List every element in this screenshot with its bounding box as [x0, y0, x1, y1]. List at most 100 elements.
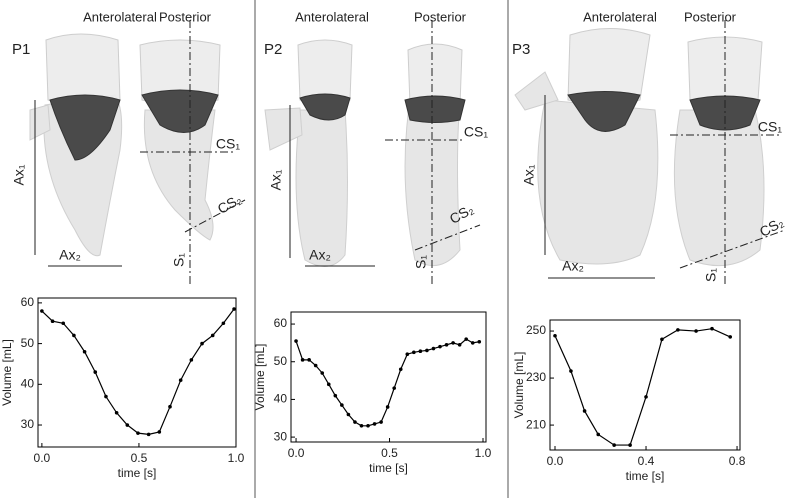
data-point — [136, 431, 140, 435]
y-axis-label: Volume [mL] — [512, 352, 526, 419]
annotation: Ax₁ — [521, 164, 537, 185]
annotation: S₁ — [703, 268, 719, 282]
data-point — [405, 352, 410, 357]
data-point — [569, 369, 573, 373]
view-label: Posterior — [414, 9, 467, 24]
data-point — [232, 307, 236, 311]
plot-frame — [37, 297, 237, 448]
y-tick-label: 40 — [21, 376, 35, 390]
data-point — [470, 341, 475, 345]
annotation: Ax₁ — [11, 164, 27, 185]
data-point — [300, 358, 305, 362]
x-tick-label: 1.0 — [228, 451, 245, 465]
annotation: CS₁ — [464, 124, 488, 140]
data-point — [313, 363, 318, 368]
data-point — [340, 403, 344, 407]
annotation: Ax₂ — [562, 258, 584, 274]
y-tick-label: 60 — [21, 295, 35, 309]
y-tick-label: 50 — [21, 336, 35, 350]
data-point — [398, 367, 403, 372]
annotation: CS₁ — [758, 119, 782, 135]
data-point — [200, 341, 204, 346]
y-axis-label: Volume [mL] — [0, 339, 14, 406]
data-point — [451, 341, 455, 345]
data-point — [50, 319, 55, 324]
annotation: S₁ — [413, 255, 429, 269]
y-tick-label: 230 — [526, 370, 546, 384]
data-point — [676, 328, 680, 332]
data-point — [178, 378, 183, 383]
view-label: Posterior — [684, 9, 737, 24]
data-point — [660, 337, 664, 342]
data-point — [464, 337, 468, 341]
data-point — [444, 342, 449, 347]
render-p1 — [29, 20, 246, 285]
data-point — [72, 333, 76, 338]
data-point — [114, 411, 119, 415]
data-point — [157, 430, 162, 434]
panel-label: P2 — [264, 41, 282, 58]
data-point — [346, 412, 351, 417]
data-point — [168, 404, 172, 409]
x-tick-label: 1.0 — [475, 446, 492, 460]
volume-line — [41, 308, 235, 435]
y-tick-label: 40 — [274, 392, 288, 406]
data-point — [477, 339, 482, 344]
y-tick-label: 30 — [21, 417, 35, 431]
data-point — [125, 423, 130, 427]
x-axis-label: time [s] — [626, 469, 665, 483]
data-point — [728, 335, 733, 339]
annotation: Ax₁ — [268, 169, 284, 190]
annotation: CS₂ — [215, 191, 245, 217]
volume-line — [554, 328, 731, 446]
data-point — [307, 358, 311, 362]
data-point — [710, 326, 714, 331]
x-axis-label: time [s] — [118, 466, 157, 480]
x-axis-label: time [s] — [369, 461, 408, 475]
render-p3 — [514, 20, 786, 285]
data-point — [438, 344, 442, 349]
data-point — [146, 432, 151, 437]
panel-label: P1 — [12, 41, 30, 58]
y-axis-label: Volume [mL] — [253, 344, 267, 411]
y-tick-label: 50 — [274, 354, 288, 368]
y-tick-label: 60 — [274, 316, 288, 330]
annotation: Ax₂ — [59, 247, 81, 263]
annotation: Ax₂ — [309, 247, 331, 263]
data-point — [425, 348, 429, 353]
data-point — [582, 409, 587, 413]
data-point — [385, 405, 390, 409]
data-point — [221, 321, 226, 326]
data-point — [82, 349, 87, 354]
volume-line — [295, 338, 480, 427]
data-point — [418, 349, 423, 353]
y-tick-label: 210 — [526, 417, 546, 431]
x-tick-label: 0.0 — [547, 454, 564, 468]
data-point — [644, 395, 648, 399]
data-point — [392, 386, 397, 390]
x-tick-label: 0.5 — [381, 446, 398, 460]
data-point — [366, 423, 370, 428]
view-label: Anterolateral — [83, 9, 157, 24]
data-point — [333, 393, 338, 398]
data-point — [372, 422, 377, 426]
data-point — [457, 342, 462, 347]
data-point — [326, 382, 331, 387]
panel-label: P3 — [512, 41, 530, 58]
view-label: Anterolateral — [583, 9, 657, 24]
x-tick-label: 0.0 — [288, 446, 305, 460]
x-tick-label: 0.4 — [638, 454, 655, 468]
y-tick-label: 250 — [526, 323, 546, 337]
data-point — [359, 423, 364, 428]
x-tick-label: 0.8 — [729, 454, 746, 468]
view-label: Posterior — [159, 9, 212, 24]
y-tick-label: 30 — [274, 429, 288, 443]
x-tick-label: 0.5 — [131, 451, 148, 465]
data-point — [628, 443, 632, 447]
view-label: Anterolateral — [295, 9, 369, 24]
data-point — [93, 370, 98, 374]
data-point — [61, 321, 66, 326]
data-point — [412, 350, 416, 355]
plot-frame — [549, 319, 741, 451]
